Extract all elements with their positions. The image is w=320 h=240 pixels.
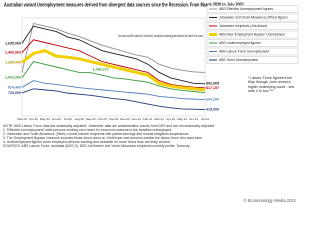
- footnote: 1. 'Effective unemployment' adds persons…: [3, 128, 172, 133]
- x-tick-label: Oct-20: [98, 117, 107, 121]
- series-line: [21, 61, 206, 94]
- x-tick-label: May-21: [177, 117, 187, 121]
- series-line: [21, 88, 206, 110]
- footnotes: NOTE: ABS Labour Force data are seasonal…: [3, 124, 297, 149]
- footnote: SOURCES: ABS Labour Force, Australia (62…: [3, 144, 191, 149]
- chart-title: Australian variant Unemployment measures…: [4, 2, 244, 8]
- footnote: 3. The 'Employment Bypass' measure inclu…: [3, 136, 204, 141]
- plot-area: [21, 17, 206, 117]
- data-label: 892,065: [206, 82, 219, 86]
- legend-label: ABS Trend Unemployment: [219, 58, 258, 62]
- x-tick-label: Nov-20: [109, 117, 119, 121]
- data-label: 1,463,063: [5, 51, 21, 55]
- data-label: 419,000: [206, 107, 219, 111]
- chart: Australian variant Unemployment measures…: [4, 2, 299, 121]
- data-label: 1,284,000: [5, 60, 21, 64]
- legend-box: [206, 22, 299, 30]
- data-label: 604,100: [206, 97, 219, 101]
- data-label: 723,000: [8, 91, 21, 95]
- series-line: [21, 39, 206, 89]
- legend-box: [206, 47, 299, 56]
- x-tick-label: Jun-20: [52, 117, 62, 121]
- legend-label: ABS New 'Employment Bypass' Unemployed: [219, 32, 285, 36]
- x-tick-label: Jul-21: [201, 117, 210, 121]
- x-tick-label: Jul-20: [64, 117, 73, 121]
- x-tick-label: Apr-21: [166, 117, 175, 121]
- data-label: 1,096,210: [93, 68, 109, 72]
- annotation: Zero hours plus ABS's defacto (or 'not-a…: [118, 34, 203, 38]
- x-tick-label: Mar-21: [154, 117, 164, 121]
- x-tick-label: Mar-20: [17, 117, 27, 121]
- x-tick-label: Apr-20: [29, 117, 38, 121]
- x-tick-label: Jan-21: [132, 117, 142, 121]
- x-tick-label: Feb-21: [143, 117, 153, 121]
- legend-box: [206, 30, 299, 39]
- data-label: 1,635,000: [5, 41, 21, 45]
- credit: © Economology Media 2021: [243, 198, 296, 203]
- legend-box: [206, 13, 299, 22]
- x-tick-label: Sep-20: [86, 117, 96, 121]
- legend-label: ABS Labour Force Unemployment: [219, 49, 269, 53]
- side-note: * Labour Force figures from May through …: [248, 76, 295, 93]
- page: Australian variant Unemployment measures…: [3, 2, 299, 203]
- x-tick-label: Jun-21: [189, 117, 199, 121]
- legend-label: ABS Underemployed figures: [219, 41, 261, 45]
- x-tick-label: Dec-20: [120, 117, 130, 121]
- footnote: NOTE: ABS Labour Force data are seasonal…: [3, 124, 216, 128]
- series-line: [21, 22, 206, 73]
- legend-box: [206, 39, 299, 47]
- legend-box: [206, 5, 299, 13]
- legend-label: Jobseeker and Youth Allowance (Other) fi…: [219, 15, 288, 19]
- legend-box: [206, 56, 299, 64]
- series-line: [21, 49, 206, 92]
- x-tick-label: May-20: [40, 117, 50, 121]
- x-tick-label: Aug-20: [74, 117, 84, 121]
- series-line: [21, 25, 206, 85]
- legend-label: Jobseeker recipients (Job Active): [219, 24, 267, 28]
- data-label: 824,460: [8, 85, 21, 89]
- data-label: 817,157: [206, 86, 219, 90]
- data-label: 1,002,000: [5, 76, 21, 80]
- footnote: 4. Underemployed figures cover employed …: [3, 140, 171, 145]
- legend-label: ABS Effective Unemployment figures: [219, 7, 273, 11]
- series-line: [21, 80, 206, 100]
- footnote: 2. Jobseeker and Youth Allowance (Other)…: [3, 132, 190, 137]
